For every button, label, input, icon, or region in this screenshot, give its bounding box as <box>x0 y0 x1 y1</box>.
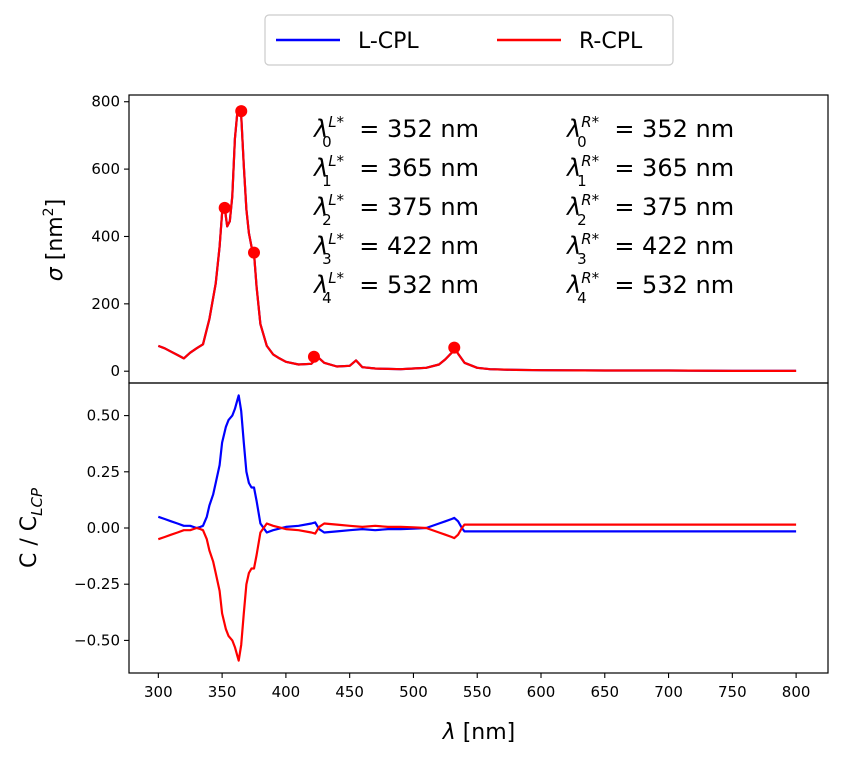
bottom-ylabel-sub: LCP <box>28 487 46 516</box>
annotation-right-1: λR* 1 = 365 nm <box>565 152 734 190</box>
bottom-ytick-label: −0.50 <box>74 631 120 649</box>
top-marker-layer <box>218 105 461 363</box>
top-ytick-label: 200 <box>91 295 120 313</box>
xtick-label: 700 <box>654 683 683 701</box>
xtick-label: 400 <box>272 683 301 701</box>
bottom-ytick-layer: −0.50 −0.25 0.00 0.25 0.50 <box>74 407 129 649</box>
bottom-series-line-l-cpl <box>157 394 797 534</box>
xtick-label: 750 <box>718 683 747 701</box>
xtick-label: 550 <box>463 683 492 701</box>
annotation-left-1: λL* 1 = 365 nm <box>312 152 479 190</box>
top-ytick-label: 400 <box>91 227 120 245</box>
bottom-panel: −0.50 −0.25 0.00 0.25 0.50 300 350 400 450 500 55… <box>17 382 829 745</box>
legend-label-r-cpl: R-CPL <box>579 29 643 54</box>
bottom-y-axis-label: C / CLCP <box>17 487 46 568</box>
top-ytick-label: 600 <box>91 160 120 178</box>
peak-marker-0 <box>218 201 231 214</box>
top-ylabel-sym: σ <box>43 266 68 281</box>
bottom-series-layer <box>157 394 797 662</box>
xtick-label: 450 <box>335 683 364 701</box>
bottom-ytick-label: 0.50 <box>87 407 120 425</box>
bottom-ytick-label: 0.25 <box>87 463 120 481</box>
annotation-left-2: λL* 2 = 375 nm <box>312 191 479 229</box>
bottom-axes-frame <box>128 382 829 674</box>
bottom-ylabel-base: C / C <box>17 516 42 568</box>
peak-marker-2 <box>248 246 261 259</box>
bottom-series-line-r-cpl <box>157 522 797 662</box>
bottom-ytick-label: 0.00 <box>87 519 120 537</box>
bottom-ytick-label: −0.25 <box>74 575 120 593</box>
top-ylabel-sup: 2 <box>41 207 57 216</box>
xtick-label: 300 <box>144 683 173 701</box>
xlabel-rest: [nm] <box>456 720 516 745</box>
xlabel-sym: λ <box>442 720 456 745</box>
annotation-left-0: λL* 0 = 352 nm <box>312 113 479 151</box>
peak-marker-4 <box>448 341 461 354</box>
xtick-label: 800 <box>782 683 811 701</box>
legend-label-l-cpl: L-CPL <box>358 29 419 54</box>
peak-marker-3 <box>307 350 320 363</box>
annotation-right-3: λR* 3 = 422 nm <box>565 230 734 268</box>
legend: L-CPL R-CPL <box>264 14 674 66</box>
annotation-left-3: λL* 3 = 422 nm <box>312 230 479 268</box>
annotation-right-0: λR* 0 = 352 nm <box>565 113 734 151</box>
xtick-label: 500 <box>399 683 428 701</box>
annotation-right-2: λR* 2 = 375 nm <box>565 191 734 229</box>
top-y-axis-label: σ [nm2] <box>41 199 68 281</box>
annotation-left-4: λL* 4 = 532 nm <box>312 269 479 307</box>
top-ylabel-base: [nm <box>43 216 68 267</box>
x-axis-label: λ [nm] <box>442 720 516 745</box>
annotation-right-4: λR* 4 = 532 nm <box>565 269 734 307</box>
xtick-label: 650 <box>590 683 619 701</box>
top-ytick-layer: 0 200 400 600 800 <box>91 93 129 380</box>
peak-marker-1 <box>235 105 248 118</box>
xtick-label: 350 <box>208 683 237 701</box>
top-ytick-label: 800 <box>91 93 120 111</box>
xtick-label: 600 <box>527 683 556 701</box>
top-ylabel-end: ] <box>43 199 68 208</box>
bottom-xtick-layer: 300 350 400 450 500 550 600 650 700 750 800 <box>144 673 810 701</box>
legend-frame <box>264 14 674 66</box>
top-ytick-label: 0 <box>110 362 120 380</box>
